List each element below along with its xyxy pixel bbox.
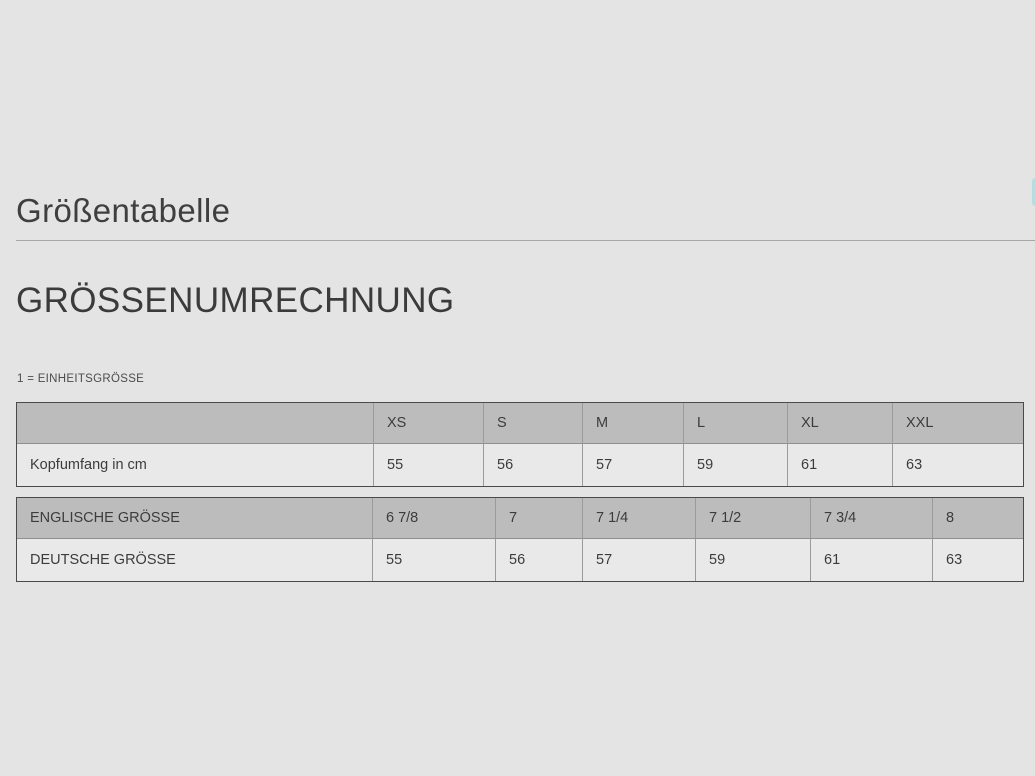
table-cell: 59 [684,444,788,486]
scrollbar-thumb[interactable] [1032,178,1035,206]
table-header-cell [17,403,374,444]
table-header-cell-xl: XL [788,403,893,444]
table-cell: 61 [788,444,893,486]
table-header-cell: 7 1/4 [583,498,696,539]
section-heading: GRÖSSENUMRECHNUNG [16,281,455,320]
table-header-cell-xxl: XXL [893,403,1023,444]
table-header-row: XS S M L XL XXL [17,403,1023,444]
row-label-cell: Kopfumfang in cm [17,444,374,486]
table-header-cell: 7 1/2 [696,498,811,539]
table-header-cell: 7 [496,498,583,539]
title-divider [16,240,1035,241]
table-header-row: ENGLISCHE GRÖSSE 6 7/8 7 7 1/4 7 1/2 7 3… [17,498,1023,539]
table-header-cell-xs: XS [374,403,484,444]
table-header-cell-s: S [484,403,583,444]
row-label-cell-german-size: DEUTSCHE GRÖSSE [17,539,373,581]
one-size-note: 1 = EINHEITSGRÖSSE [17,373,145,385]
table-header-cell-l: L [684,403,788,444]
table-header-cell: 8 [933,498,1023,539]
table-header-cell-m: M [583,403,684,444]
table-cell: 56 [484,444,583,486]
table-cell: 63 [933,539,1023,581]
table-cell: 63 [893,444,1023,486]
table-row: Kopfumfang in cm 55 56 57 59 61 63 [17,444,1023,486]
table-cell: 56 [496,539,583,581]
table-header-cell: 6 7/8 [373,498,496,539]
head-circumference-table: XS S M L XL XXL Kopfumfang in cm 55 56 5… [16,402,1024,487]
size-conversion-table: ENGLISCHE GRÖSSE 6 7/8 7 7 1/4 7 1/2 7 3… [16,497,1024,582]
table-row: DEUTSCHE GRÖSSE 55 56 57 59 61 63 [17,539,1023,581]
table-cell: 55 [373,539,496,581]
table-cell: 57 [583,444,684,486]
table-cell: 59 [696,539,811,581]
page-title: Größentabelle [16,192,231,229]
row-label-cell-english-size: ENGLISCHE GRÖSSE [17,498,373,539]
table-header-cell: 7 3/4 [811,498,933,539]
table-cell: 57 [583,539,696,581]
table-cell: 61 [811,539,933,581]
table-cell: 55 [374,444,484,486]
